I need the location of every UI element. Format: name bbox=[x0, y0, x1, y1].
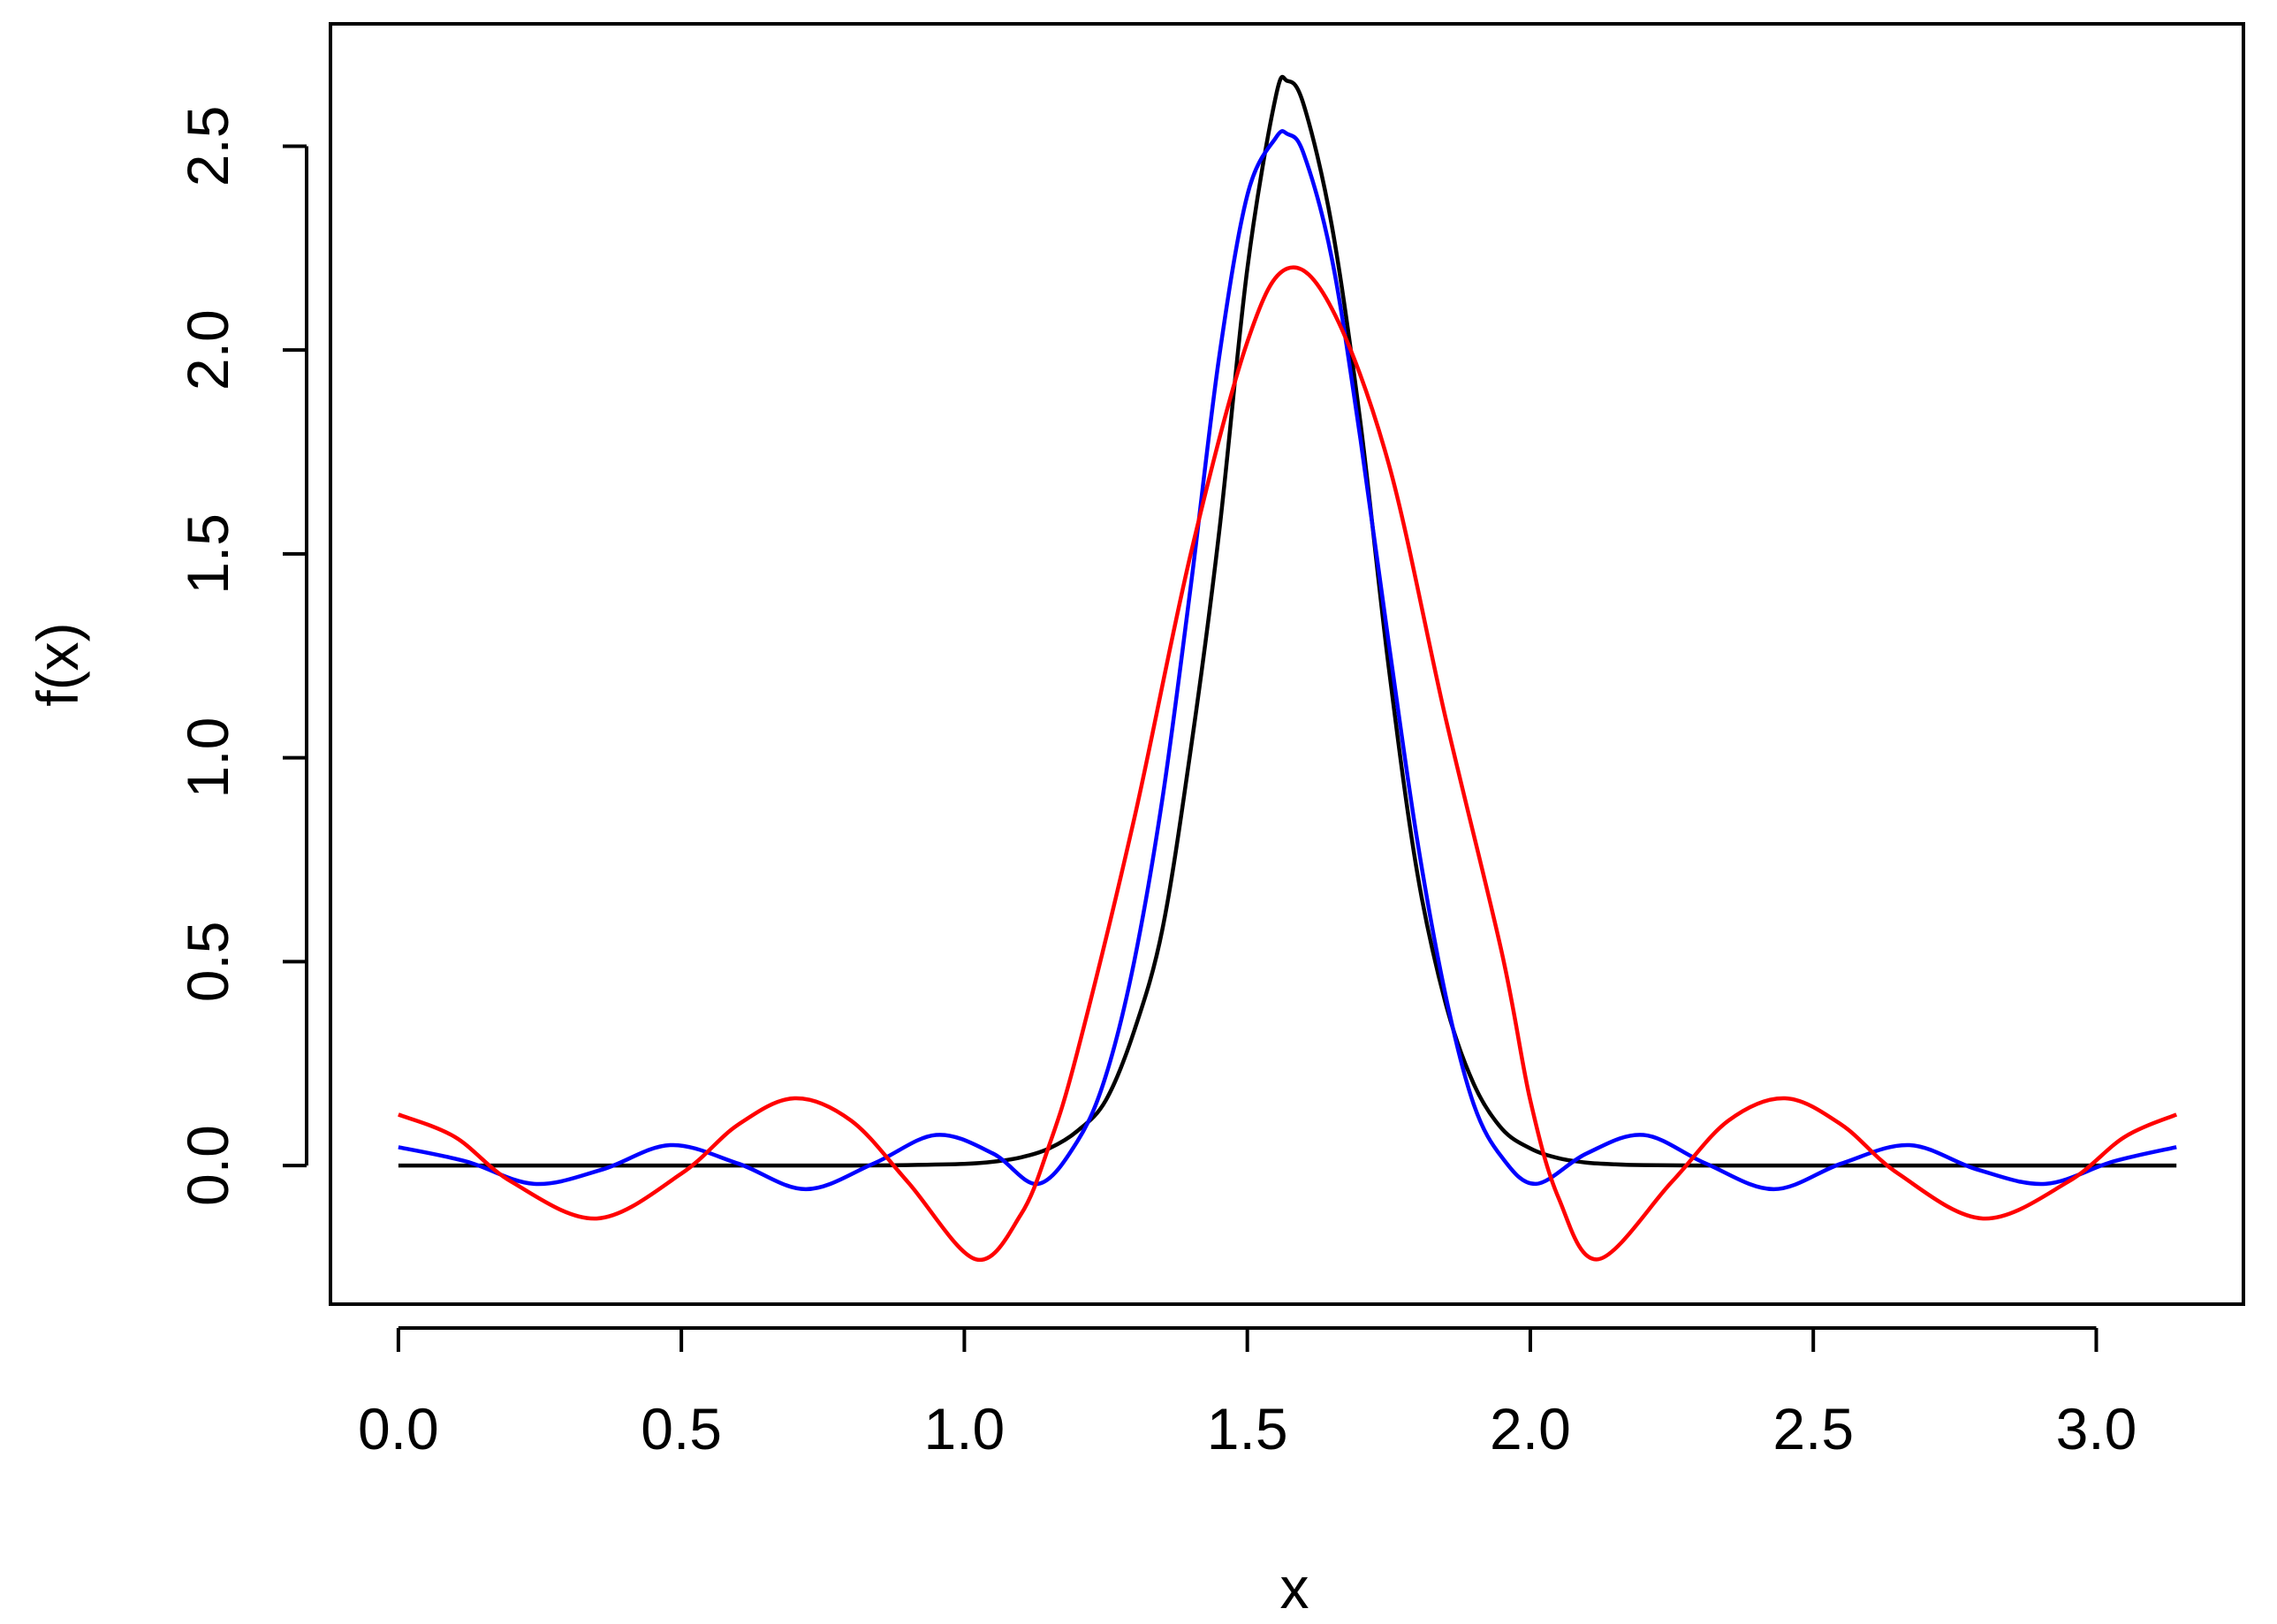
x-tick-label: 0.5 bbox=[641, 1396, 722, 1461]
y-tick-label: 0.5 bbox=[175, 922, 240, 1003]
x-axis: 0.0 0.5 1.0 1.5 2.0 2.5 3.0 bbox=[358, 1326, 2137, 1461]
x-tick-label: 2.0 bbox=[1490, 1396, 1571, 1461]
x-axis-label: x bbox=[1280, 1555, 1309, 1620]
x-tick-label: 3.0 bbox=[2056, 1396, 2137, 1461]
y-tick-label: 2.0 bbox=[175, 309, 240, 391]
series-line-3 bbox=[398, 265, 2178, 1263]
y-tick-label: 0.0 bbox=[175, 1125, 240, 1206]
series-line-1 bbox=[398, 74, 2177, 1168]
y-tick-label: 2.5 bbox=[175, 106, 240, 187]
plot-frame bbox=[329, 22, 2245, 1306]
plot-lines bbox=[398, 74, 2178, 1263]
y-tick-label: 1.5 bbox=[175, 513, 240, 595]
x-tick-label: 0.0 bbox=[358, 1396, 439, 1461]
series-line-2 bbox=[398, 129, 2177, 1192]
x-tick-label: 1.5 bbox=[1207, 1396, 1288, 1461]
y-axis-label: f(x) bbox=[25, 622, 90, 706]
y-tick-label: 1.0 bbox=[175, 717, 240, 799]
x-tick-label: 1.0 bbox=[924, 1396, 1006, 1461]
x-tick-label: 2.5 bbox=[1772, 1396, 1854, 1461]
y-axis: 0.0 0.5 1.0 1.5 2.0 2.5 bbox=[175, 106, 308, 1206]
